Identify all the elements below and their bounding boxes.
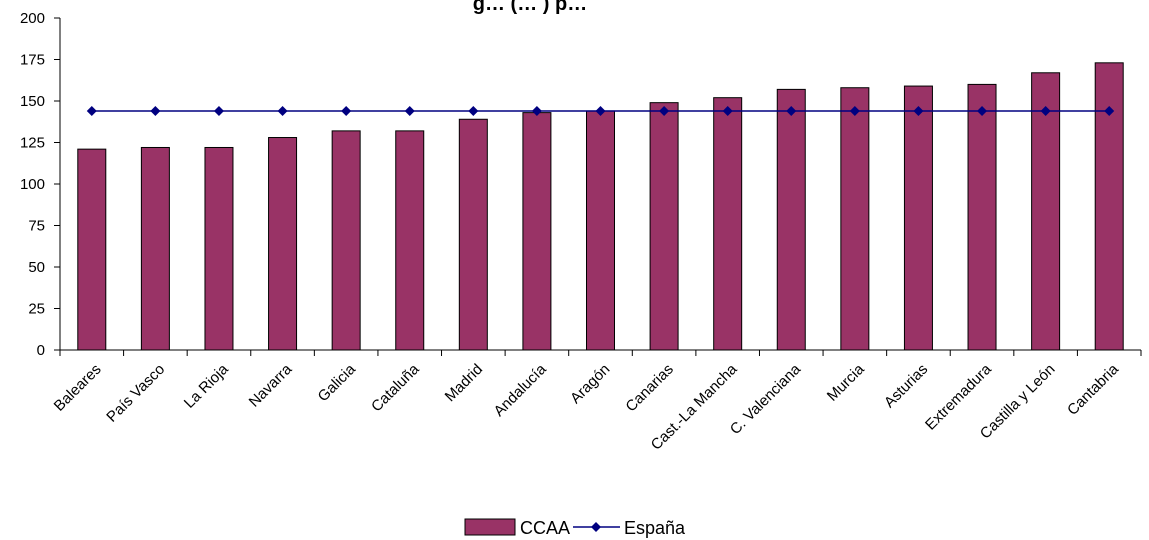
legend-marker-espana [591, 522, 601, 532]
line-point-10 [722, 105, 733, 116]
x-tick-label-16: Cantabria [1064, 360, 1122, 418]
x-tick-label-2: La Rioja [181, 360, 232, 411]
bars-group [77, 62, 1124, 351]
bar-8 [586, 110, 615, 351]
x-tick-label-5: Cataluña [368, 360, 423, 415]
bar-7 [522, 112, 552, 351]
y-tick-label-0: 0 [37, 342, 45, 359]
y-tick-label-4: 100 [20, 176, 45, 193]
bar-0 [77, 148, 107, 351]
bar-2 [204, 146, 234, 351]
line-point-4 [341, 105, 352, 116]
legend-group: CCAA España [464, 518, 686, 538]
x-tick-label-12: Murcia [824, 360, 868, 404]
y-tick-label-1: 25 [28, 301, 45, 318]
line-group [86, 105, 1115, 116]
line-point-3 [277, 105, 288, 116]
bar-9 [649, 102, 679, 351]
y-tick-label-5: 125 [20, 135, 45, 152]
bar-4 [331, 130, 361, 351]
x-tick-label-4: Galicia [315, 360, 360, 405]
bar-14 [967, 83, 997, 351]
legend-label-ccaa: CCAA [520, 518, 570, 538]
x-tick-label-7: Andalucía [491, 360, 551, 420]
x-tick-label-0: Baleares [51, 361, 105, 415]
y-tick-label-3: 75 [28, 218, 45, 235]
line-point-13 [913, 105, 924, 116]
line-point-11 [786, 105, 797, 116]
line-point-15 [1040, 105, 1051, 116]
bar-5 [395, 130, 425, 351]
bar-6 [458, 118, 488, 351]
line-point-5 [404, 105, 415, 116]
x-tick-label-13: Asturias [881, 361, 931, 411]
chart-title-group: g… (… ) p… [473, 0, 587, 15]
line-point-0 [86, 105, 97, 116]
y-tick-label-7: 175 [20, 52, 45, 69]
line-point-2 [213, 105, 224, 116]
x-tick-label-3: Navarra [246, 360, 296, 410]
x-tick-label-8: Aragón [567, 361, 613, 407]
line-point-6 [468, 105, 479, 116]
line-point-1 [150, 105, 161, 116]
y-tick-label-2: 50 [28, 259, 45, 276]
line-point-12 [849, 105, 860, 116]
line-point-8 [595, 105, 606, 116]
chart-title: g… (… ) p… [473, 0, 587, 15]
bar-3 [268, 137, 298, 351]
line-point-14 [977, 105, 988, 116]
legend-label-espana: España [624, 518, 686, 538]
bar-10 [713, 97, 743, 351]
bar-1 [140, 146, 170, 351]
x-tick-label-9: Canarias [622, 361, 676, 415]
y-tick-label-6: 150 [20, 93, 45, 110]
line-point-9 [659, 105, 670, 116]
bar-13 [903, 85, 933, 351]
y-tick-label-8: 200 [20, 10, 45, 27]
bar-11 [776, 88, 806, 351]
bar-12 [840, 87, 870, 351]
x-tick-label-1: País Vasco [103, 361, 168, 426]
bar-15 [1031, 72, 1061, 351]
bar-16 [1094, 62, 1124, 351]
line-point-16 [1104, 105, 1115, 116]
x-tick-label-6: Madrid [442, 361, 486, 405]
legend-swatch-ccaa [464, 518, 516, 536]
line-point-7 [531, 105, 542, 116]
